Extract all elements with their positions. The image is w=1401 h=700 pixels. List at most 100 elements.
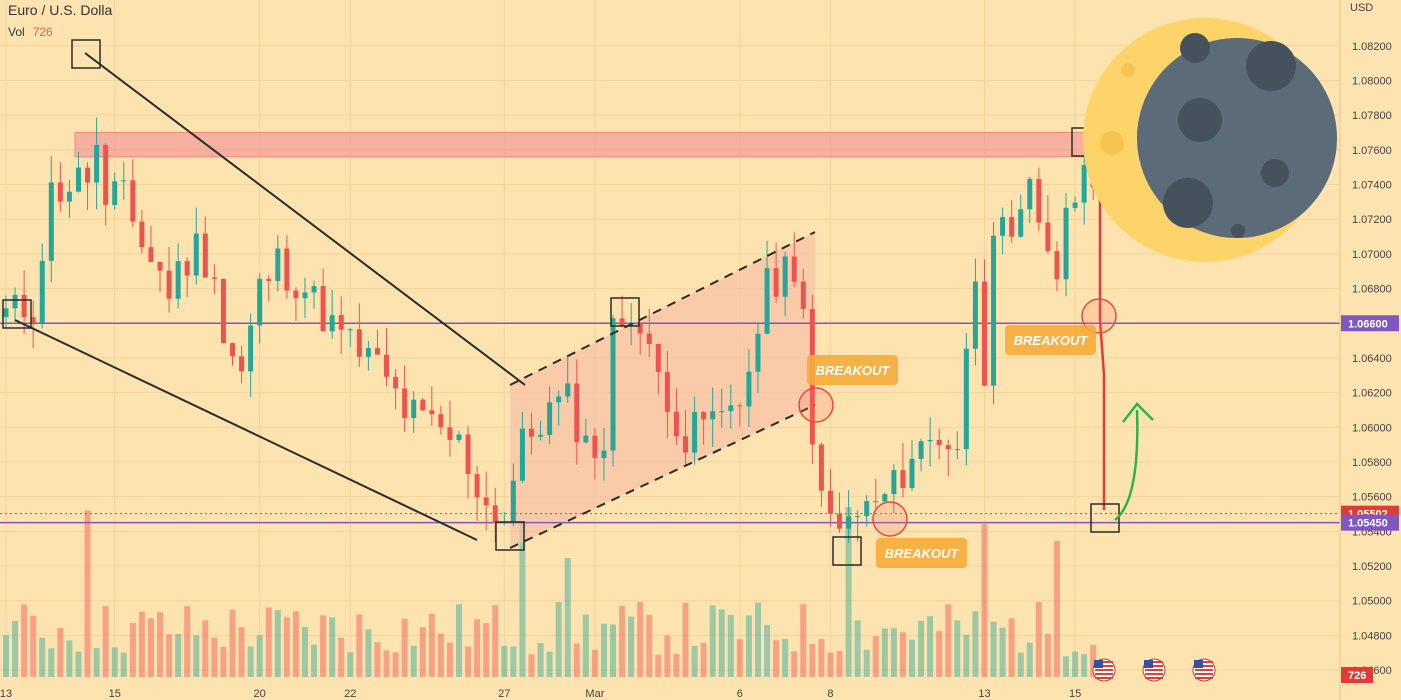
- us-flag-icon: [1142, 658, 1166, 682]
- volume-bar: [682, 602, 689, 677]
- flag-canton: [1144, 660, 1153, 668]
- candle-body: [438, 414, 444, 428]
- price-tick: 1.05600: [1352, 492, 1392, 504]
- volume-bar: [818, 638, 825, 677]
- volume-bar: [474, 619, 481, 677]
- volume-bar: [193, 635, 200, 677]
- volume-bar: [1053, 541, 1060, 677]
- volume-bar: [483, 623, 490, 677]
- volume-bar: [437, 633, 444, 677]
- price-tick: 1.05800: [1352, 457, 1392, 469]
- volume-bar: [283, 617, 290, 677]
- price-tick: 1.06200: [1352, 388, 1392, 400]
- candle-body: [710, 411, 716, 420]
- candle-body: [211, 277, 217, 279]
- candle-body: [239, 356, 245, 372]
- volume-bar: [773, 640, 780, 677]
- volume-bar: [610, 624, 617, 677]
- candle-body: [991, 235, 997, 386]
- volume-bar: [465, 646, 472, 677]
- volume-bar: [1017, 652, 1024, 677]
- candle-body: [746, 371, 752, 407]
- volume-bar: [129, 623, 136, 677]
- volume-bar: [1090, 644, 1097, 677]
- candle-body: [275, 248, 281, 281]
- volume-bar: [120, 652, 127, 677]
- volume-bar: [446, 642, 453, 677]
- volume-bar: [175, 634, 182, 677]
- volume-bar: [655, 654, 662, 677]
- time-tick: 13: [978, 688, 990, 700]
- candle-body: [75, 167, 81, 192]
- pivot-marker: [832, 536, 862, 566]
- volume-bar: [918, 620, 925, 677]
- price-axis: USD 1.08200 1.08000 1.07800 1.07600 1.07400 1.…: [1339, 0, 1401, 700]
- candle-body: [257, 278, 263, 326]
- volume-bar: [202, 620, 209, 677]
- volume-bar: [791, 651, 798, 677]
- price-tick: 1.07400: [1352, 180, 1392, 192]
- volume-bar: [827, 652, 834, 677]
- candle-body: [121, 180, 127, 182]
- volume-bar: [890, 628, 897, 677]
- candle-body: [891, 470, 897, 495]
- candle-body: [338, 315, 344, 330]
- time-tick: Mar: [585, 688, 604, 700]
- resistance-zone: [74, 132, 1089, 158]
- volume-bar: [1035, 602, 1042, 677]
- candle-body: [655, 343, 661, 373]
- moon-crater: [1231, 224, 1245, 238]
- price-tag: 1.05450: [1348, 518, 1388, 530]
- volume-bar: [356, 614, 363, 677]
- candle-body: [864, 501, 870, 517]
- breakout-badge: BREAKOUT: [807, 355, 898, 385]
- moon-crater: [1180, 33, 1210, 63]
- volume-bar: [555, 602, 562, 677]
- candle-body: [184, 261, 190, 276]
- us-flag-icon: [1092, 658, 1116, 682]
- candle-body: [3, 308, 9, 318]
- badge-text: BREAKOUT: [885, 546, 960, 561]
- price-tick: 1.05200: [1352, 561, 1392, 573]
- candle-body: [981, 281, 987, 386]
- badge-text: BREAKOUT: [1014, 333, 1089, 348]
- candle-body: [1036, 178, 1042, 223]
- candle-body: [936, 439, 942, 446]
- candle-body: [800, 281, 806, 310]
- volume-tag-bg: [1341, 667, 1373, 683]
- candle-body: [57, 182, 63, 202]
- candle-body: [818, 444, 824, 491]
- volume-bar: [111, 647, 118, 677]
- candle-body: [456, 434, 462, 440]
- pivot-marker: [610, 297, 640, 327]
- time-tick: 6: [737, 688, 743, 700]
- time-tick: 15: [109, 688, 121, 700]
- volume-bar: [12, 621, 19, 677]
- candle-body: [764, 268, 770, 334]
- volume-bar: [709, 605, 716, 677]
- candle-body: [293, 290, 299, 299]
- vol-value: 726: [32, 25, 53, 39]
- volume-bar: [410, 645, 417, 677]
- volume-bar: [30, 615, 37, 677]
- candle-body: [773, 268, 779, 297]
- candle-body: [411, 399, 417, 419]
- volume-bar: [646, 614, 653, 677]
- candle-body: [193, 233, 199, 276]
- volume-bar: [256, 635, 263, 677]
- badge-bg: [876, 538, 967, 568]
- candle-body: [592, 435, 598, 459]
- candle-body: [692, 412, 698, 453]
- candle-body: [954, 449, 960, 451]
- time-tick: 20: [254, 688, 266, 700]
- volume-bar: [528, 654, 535, 677]
- candle-body: [393, 376, 399, 389]
- candle-body: [12, 294, 18, 309]
- candle-body: [601, 450, 607, 459]
- price-tick: 1.06400: [1352, 353, 1392, 365]
- volume-bar: [211, 637, 218, 677]
- volume-bar: [700, 642, 707, 677]
- symbol-title: Euro / U.S. Dolla: [8, 2, 113, 18]
- candle-body: [465, 434, 471, 475]
